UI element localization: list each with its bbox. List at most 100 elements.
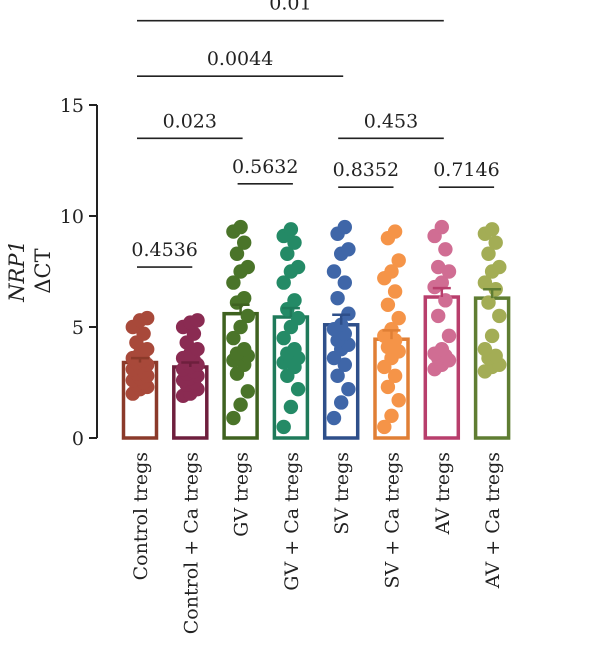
data-point: [330, 368, 345, 384]
data-point: [240, 259, 255, 275]
p-value-label: 0.8352: [333, 159, 399, 181]
comparisons: 0.4536 0.5632 0.8352 0.7146 0.023 0.453 0.0044…: [131, 0, 500, 268]
data-point: [384, 264, 399, 279]
data-point: [280, 246, 295, 261]
data-point: [391, 344, 406, 359]
category-label: SV tregs: [331, 452, 353, 535]
data-point: [431, 308, 446, 324]
data-point: [334, 395, 349, 410]
data-point: [434, 219, 449, 235]
category-label: Control + Ca tregs: [180, 452, 202, 634]
data-point: [283, 399, 299, 415]
data-point: [441, 264, 457, 279]
data-point: [391, 253, 406, 268]
category-label: Control tregs: [130, 452, 152, 580]
category-label: GV tregs: [231, 452, 253, 537]
category-label: AV tregs: [432, 452, 454, 535]
data-point: [488, 348, 503, 364]
y-axis-label-gene: NRP1: [5, 240, 29, 303]
data-point: [337, 357, 352, 372]
data-point: [337, 219, 352, 235]
points: [125, 219, 507, 435]
data-point: [140, 342, 155, 357]
category-label: GV + Ca tregs: [281, 452, 303, 591]
data-point: [237, 342, 252, 357]
data-point: [337, 275, 352, 290]
p-value-label: 0.7146: [433, 159, 499, 181]
data-point: [484, 328, 500, 344]
p-value-label: 0.0044: [207, 48, 273, 70]
data-point: [380, 297, 396, 312]
data-point: [431, 259, 446, 275]
p-value-label: 0.023: [163, 110, 217, 132]
data-point: [290, 381, 306, 397]
data-point: [283, 222, 299, 237]
y-tick-label: 5: [72, 317, 84, 339]
data-point: [438, 293, 453, 308]
data-point: [226, 410, 241, 426]
y-axis-label-metric: ΔCT: [31, 248, 55, 293]
data-point: [233, 219, 248, 235]
data-point: [226, 330, 241, 346]
data-point: [391, 310, 406, 326]
p-value-label: 0.5632: [232, 156, 298, 178]
data-point: [387, 224, 403, 239]
data-point: [484, 222, 500, 237]
data-point: [229, 246, 245, 261]
data-point: [492, 259, 507, 275]
data-point: [481, 246, 496, 261]
y-tick-label: 15: [60, 95, 84, 117]
axes: 0 5 10 15 NRP1 ΔCT: [5, 95, 98, 450]
p-value-label: 0.4536: [131, 239, 197, 261]
data-point: [287, 235, 302, 250]
data-point: [488, 235, 503, 250]
data-point: [276, 275, 291, 290]
data-point: [233, 397, 248, 412]
data-point: [326, 264, 342, 279]
data-point: [387, 368, 403, 384]
data-point: [341, 381, 356, 397]
data-point: [441, 328, 457, 344]
category-label: AV + Ca tregs: [482, 452, 504, 589]
data-point: [140, 310, 155, 326]
data-point: [226, 275, 241, 290]
data-point: [237, 235, 252, 250]
data-point: [237, 290, 252, 306]
data-point: [434, 342, 449, 357]
data-point: [330, 290, 345, 306]
data-point: [233, 319, 248, 335]
category-label: SV + Ca tregs: [382, 452, 404, 589]
data-point: [477, 275, 493, 290]
data-point: [477, 342, 493, 357]
data-point: [240, 308, 255, 324]
data-point: [290, 259, 306, 275]
data-point: [276, 419, 291, 435]
data-point: [186, 326, 202, 341]
data-point: [387, 284, 403, 299]
y-tick-label: 10: [60, 206, 84, 228]
data-point: [481, 295, 496, 310]
y-tick-label: 0: [72, 428, 84, 450]
data-point: [276, 330, 291, 346]
data-point: [341, 242, 356, 257]
data-point: [136, 326, 151, 341]
data-point: [377, 419, 392, 435]
data-point: [287, 293, 302, 308]
data-point: [391, 393, 406, 408]
error-bars: [131, 286, 502, 367]
data-point: [190, 313, 205, 328]
data-point: [341, 337, 356, 352]
data-point: [380, 379, 396, 395]
data-point: [438, 242, 453, 257]
data-point: [326, 410, 342, 426]
p-value-label: 0.01: [269, 0, 311, 15]
labels: Control tregs Control + Ca tregs GV tregs G…: [130, 452, 504, 634]
data-point: [240, 384, 255, 399]
data-point: [287, 342, 302, 357]
data-point: [290, 310, 306, 326]
data-point: [190, 342, 205, 357]
p-value-label: 0.453: [364, 110, 418, 132]
data-point: [434, 275, 449, 290]
data-point: [384, 408, 399, 423]
